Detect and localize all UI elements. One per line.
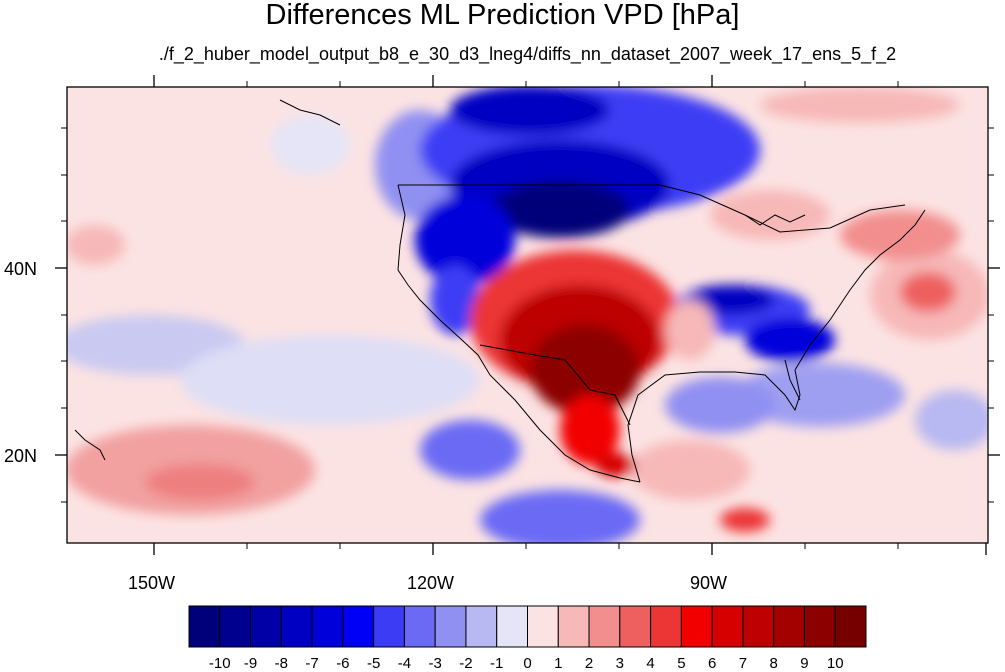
pink-region-northeast (840, 210, 960, 260)
lon-minor-ticks (246, 81, 899, 549)
colorbar-label: -6 (336, 655, 350, 672)
colorbar-swatch (834, 605, 867, 648)
colorbar-label: -8 (274, 655, 288, 672)
colorbar-swatch (188, 605, 221, 648)
colorbar-label: 10 (826, 655, 844, 672)
colorbar-swatch (219, 605, 252, 648)
colorbar-swatch (557, 605, 590, 648)
great-lakes-outline (744, 214, 806, 226)
lon-ticks (153, 75, 987, 555)
colorbar-label: -3 (428, 655, 442, 672)
lat-label-20n: 20N (4, 446, 38, 466)
red-region-darkest (530, 325, 640, 415)
light-blue-region-atlantic-east (915, 390, 988, 450)
colorbar-swatch (280, 605, 313, 648)
colorbar-swatch (373, 605, 405, 648)
lon-label-150w: 150W (128, 573, 176, 593)
colorbar-swatch (680, 605, 713, 648)
pink-region-west (67, 225, 125, 265)
blue-region-mexico-west (420, 420, 520, 480)
alaska-outline (279, 99, 341, 126)
colorbar-swatch (527, 605, 559, 648)
pink-region-atlantic-core (900, 272, 956, 312)
blue-region-south-pacific (480, 490, 640, 543)
light-blue-region-east-pacific (180, 335, 480, 425)
light-blue-region-atlantic (735, 363, 905, 427)
west-coast-outline (397, 184, 501, 386)
colorbar-swatch (711, 605, 744, 648)
colorbar-label: 8 (769, 655, 778, 672)
lat-label-40n: 40N (4, 259, 38, 279)
pink-region-texas-east (665, 300, 715, 360)
colorbar-label: 2 (584, 655, 594, 672)
colorbar-swatch (403, 605, 436, 648)
colorbar-label: -10 (208, 655, 231, 672)
lon-label-90w: 90W (690, 573, 728, 593)
east-coast-outline (794, 209, 926, 371)
colorbar-swatch (803, 605, 836, 648)
map-title: Differences ML Prediction VPD [hPa] (265, 0, 740, 31)
colorbar-label: -1 (490, 655, 504, 672)
blue-region-canada-darkest (490, 182, 630, 238)
blue-region-northwest (415, 195, 515, 285)
red-region-mexico (560, 395, 620, 465)
pink-region-midwest (710, 190, 830, 240)
colorbar-label: 7 (738, 655, 748, 672)
lat-minor-ticks (61, 127, 994, 503)
colorbar-label: 6 (707, 655, 717, 672)
colorbar-swatch (342, 605, 375, 648)
colorbar-swatch (311, 605, 344, 648)
lon-label-120w: 120W (407, 573, 455, 593)
colorbar-swatch (650, 605, 682, 648)
light-blue-region-pacific-north (270, 115, 350, 175)
colorbar-swatch (619, 605, 652, 648)
florida-outline (784, 359, 801, 401)
us-mexico-border (479, 344, 631, 426)
colorbar-swatch (496, 605, 528, 648)
mexico-pacific-outline (499, 384, 641, 483)
colorbar-label: 9 (800, 655, 809, 672)
colorbar-swatch (250, 605, 282, 648)
colorbar-label: 5 (677, 655, 686, 672)
colorbar-swatch (588, 605, 621, 648)
blue-region-southeast-core (685, 285, 775, 315)
pink-region-hudson (760, 87, 960, 123)
colorbar-swatch (773, 605, 805, 648)
pink-region-caribbean (630, 440, 750, 500)
blue-region-georgia (745, 318, 835, 362)
colorbar-label: 4 (646, 655, 655, 672)
colorbar-label: 1 (554, 655, 563, 672)
colorbar-swatch (434, 605, 467, 648)
red-region-mexico-tip (595, 453, 635, 477)
lat-ticks (55, 267, 1000, 456)
colorbar-label: 0 (523, 655, 532, 672)
colorbar-label: -2 (459, 655, 473, 672)
red-region-central-america (720, 508, 770, 532)
pink-region-hawaii-core (145, 464, 255, 500)
blue-region-gulf (665, 377, 775, 433)
colorbar-label: -7 (305, 655, 319, 672)
colorbar-label: 3 (615, 655, 624, 672)
map-subtitle: ./f_2_huber_model_output_b8_e_30_d3_lneg… (158, 44, 897, 64)
colorbar-swatch (742, 605, 775, 648)
blue-region-north (450, 87, 610, 135)
colorbar-label: -5 (366, 655, 381, 672)
hawaii-outline (74, 429, 106, 461)
gulf-coast-outline (627, 369, 801, 483)
colorbar-label: -4 (397, 655, 412, 672)
colorbar-label: -9 (243, 655, 258, 672)
blue-region-california (430, 265, 480, 335)
colorbar-swatch (465, 605, 498, 648)
